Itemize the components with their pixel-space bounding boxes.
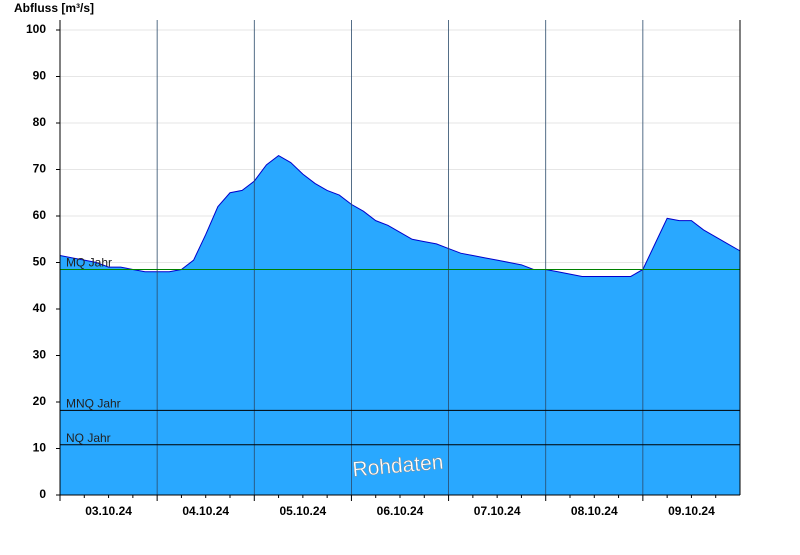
area-line [59, 154, 741, 277]
y-axis-label: Abfluss [m³/s] [14, 1, 94, 15]
y-tick-label: 20 [33, 394, 47, 408]
x-tick-label: 08.10.24 [571, 504, 618, 518]
x-tick-label: 04.10.24 [182, 504, 229, 518]
x-tick-label: 07.10.24 [474, 504, 521, 518]
y-tick-label: 40 [33, 301, 47, 315]
x-tick-label: 05.10.24 [279, 504, 326, 518]
y-tick-label: 100 [26, 22, 46, 36]
reference-label: MQ Jahr [66, 256, 112, 270]
y-tick-label: 70 [33, 162, 47, 176]
y-tick-label: 80 [33, 115, 47, 129]
y-tick-label: 0 [39, 487, 46, 501]
x-tick-label: 03.10.24 [85, 504, 132, 518]
y-tick-label: 50 [33, 255, 47, 269]
x-tick-label: 06.10.24 [377, 504, 424, 518]
y-tick-label: 30 [33, 348, 47, 362]
reference-label: MNQ Jahr [66, 397, 121, 411]
y-tick-label: 90 [33, 69, 47, 83]
reference-label: NQ Jahr [66, 431, 111, 445]
area [60, 155, 740, 496]
y-tick-label: 60 [33, 208, 47, 222]
x-tick-label: 09.10.24 [668, 504, 715, 518]
y-tick-label: 10 [33, 441, 47, 455]
